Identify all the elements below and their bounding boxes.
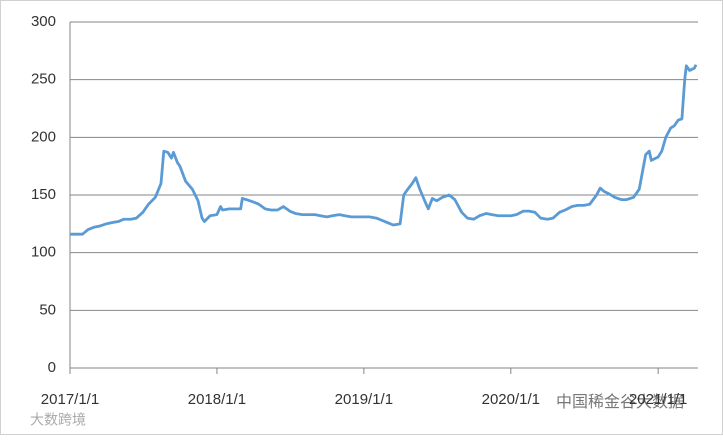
x-tick-label: 2017/1/1 <box>41 391 99 408</box>
watermark: 大数跨境 <box>30 412 86 428</box>
y-tick-label: 0 <box>48 359 56 376</box>
y-tick-label: 150 <box>31 186 56 203</box>
y-tick-label: 300 <box>31 13 56 30</box>
y-tick-label: 100 <box>31 244 56 261</box>
y-tick-label: 50 <box>39 301 56 318</box>
y-tick-label: 250 <box>31 71 56 88</box>
x-tick-label: 2019/1/1 <box>335 391 393 408</box>
watermark: 中国稀金谷大数据 <box>556 393 684 411</box>
x-tick-label: 2018/1/1 <box>188 391 246 408</box>
line-series <box>70 64 698 236</box>
x-tick-label: 2021/1/1 <box>629 391 687 408</box>
y-tick-label: 200 <box>31 128 56 145</box>
x-tick-label: 2020/1/1 <box>482 391 540 408</box>
